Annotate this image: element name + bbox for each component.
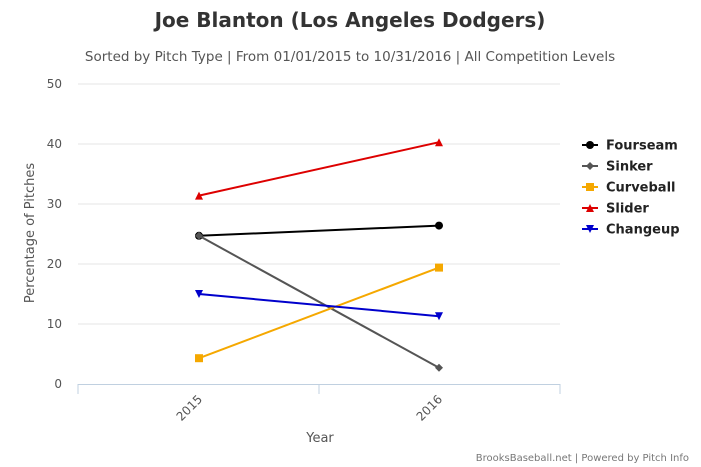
legend-item-changeup[interactable]: Changeup: [582, 223, 680, 238]
x-axis-title: Year: [305, 431, 334, 446]
legend-item-curveball[interactable]: Curveball: [582, 181, 676, 196]
legend-item-fourseam[interactable]: Fourseam: [582, 139, 678, 154]
data-point: [435, 312, 443, 321]
y-axis-title: Percentage of Pitches: [23, 163, 38, 304]
series-curveball: [195, 263, 443, 363]
x-tick-label: 2016: [414, 392, 445, 423]
credits[interactable]: BrooksBaseball.net | Powered by Pitch In…: [476, 453, 689, 464]
data-point: [195, 354, 203, 363]
legend-label: Changeup: [606, 223, 680, 238]
y-tick-label: 50: [47, 77, 62, 91]
legend-label: Curveball: [606, 181, 676, 196]
data-point: [435, 363, 443, 372]
data-point: [195, 231, 203, 240]
legend-marker: [586, 204, 594, 212]
series-line: [198, 141, 440, 197]
y-tick-label: 40: [47, 137, 62, 151]
legend-marker: [586, 162, 594, 170]
chart-title: Joe Blanton (Los Angeles Dodgers): [153, 8, 546, 32]
data-point: [195, 290, 203, 298]
legend-label: Fourseam: [606, 139, 678, 154]
series-line: [198, 224, 440, 237]
data-point: [435, 138, 443, 147]
y-tick-label: 0: [54, 377, 62, 391]
legend-item-sinker[interactable]: Sinker: [582, 160, 653, 175]
series-sinker: [195, 231, 443, 372]
x-axis: 2015 2016: [77, 384, 561, 424]
legend-item-slider[interactable]: Slider: [582, 202, 649, 217]
legend-label: Sinker: [606, 160, 653, 175]
y-tick-label: 20: [47, 257, 62, 271]
data-point: [195, 191, 203, 200]
series-slider: [195, 138, 443, 200]
data-point: [435, 221, 443, 230]
y-axis-ticks: 0 10 20 30 40 50: [47, 77, 62, 391]
series-line: [198, 234, 440, 369]
data-point: [435, 263, 443, 272]
chart-subtitle: Sorted by Pitch Type | From 01/01/2015 t…: [85, 49, 615, 65]
y-tick-label: 30: [47, 197, 62, 211]
grid: [78, 83, 560, 325]
y-tick-label: 10: [47, 317, 62, 331]
legend-marker: [586, 183, 594, 191]
legend-marker: [586, 225, 594, 233]
series-changeup: [195, 290, 443, 321]
legend-marker: [586, 141, 594, 149]
legend[interactable]: Fourseam Sinker Curveball Slider Changeup: [582, 139, 680, 238]
legend-label: Slider: [606, 202, 649, 217]
series-fourseam: [195, 221, 443, 240]
series-line: [198, 266, 440, 360]
x-tick-label: 2015: [174, 392, 205, 423]
series-line: [198, 293, 440, 318]
series-group: [195, 138, 443, 372]
